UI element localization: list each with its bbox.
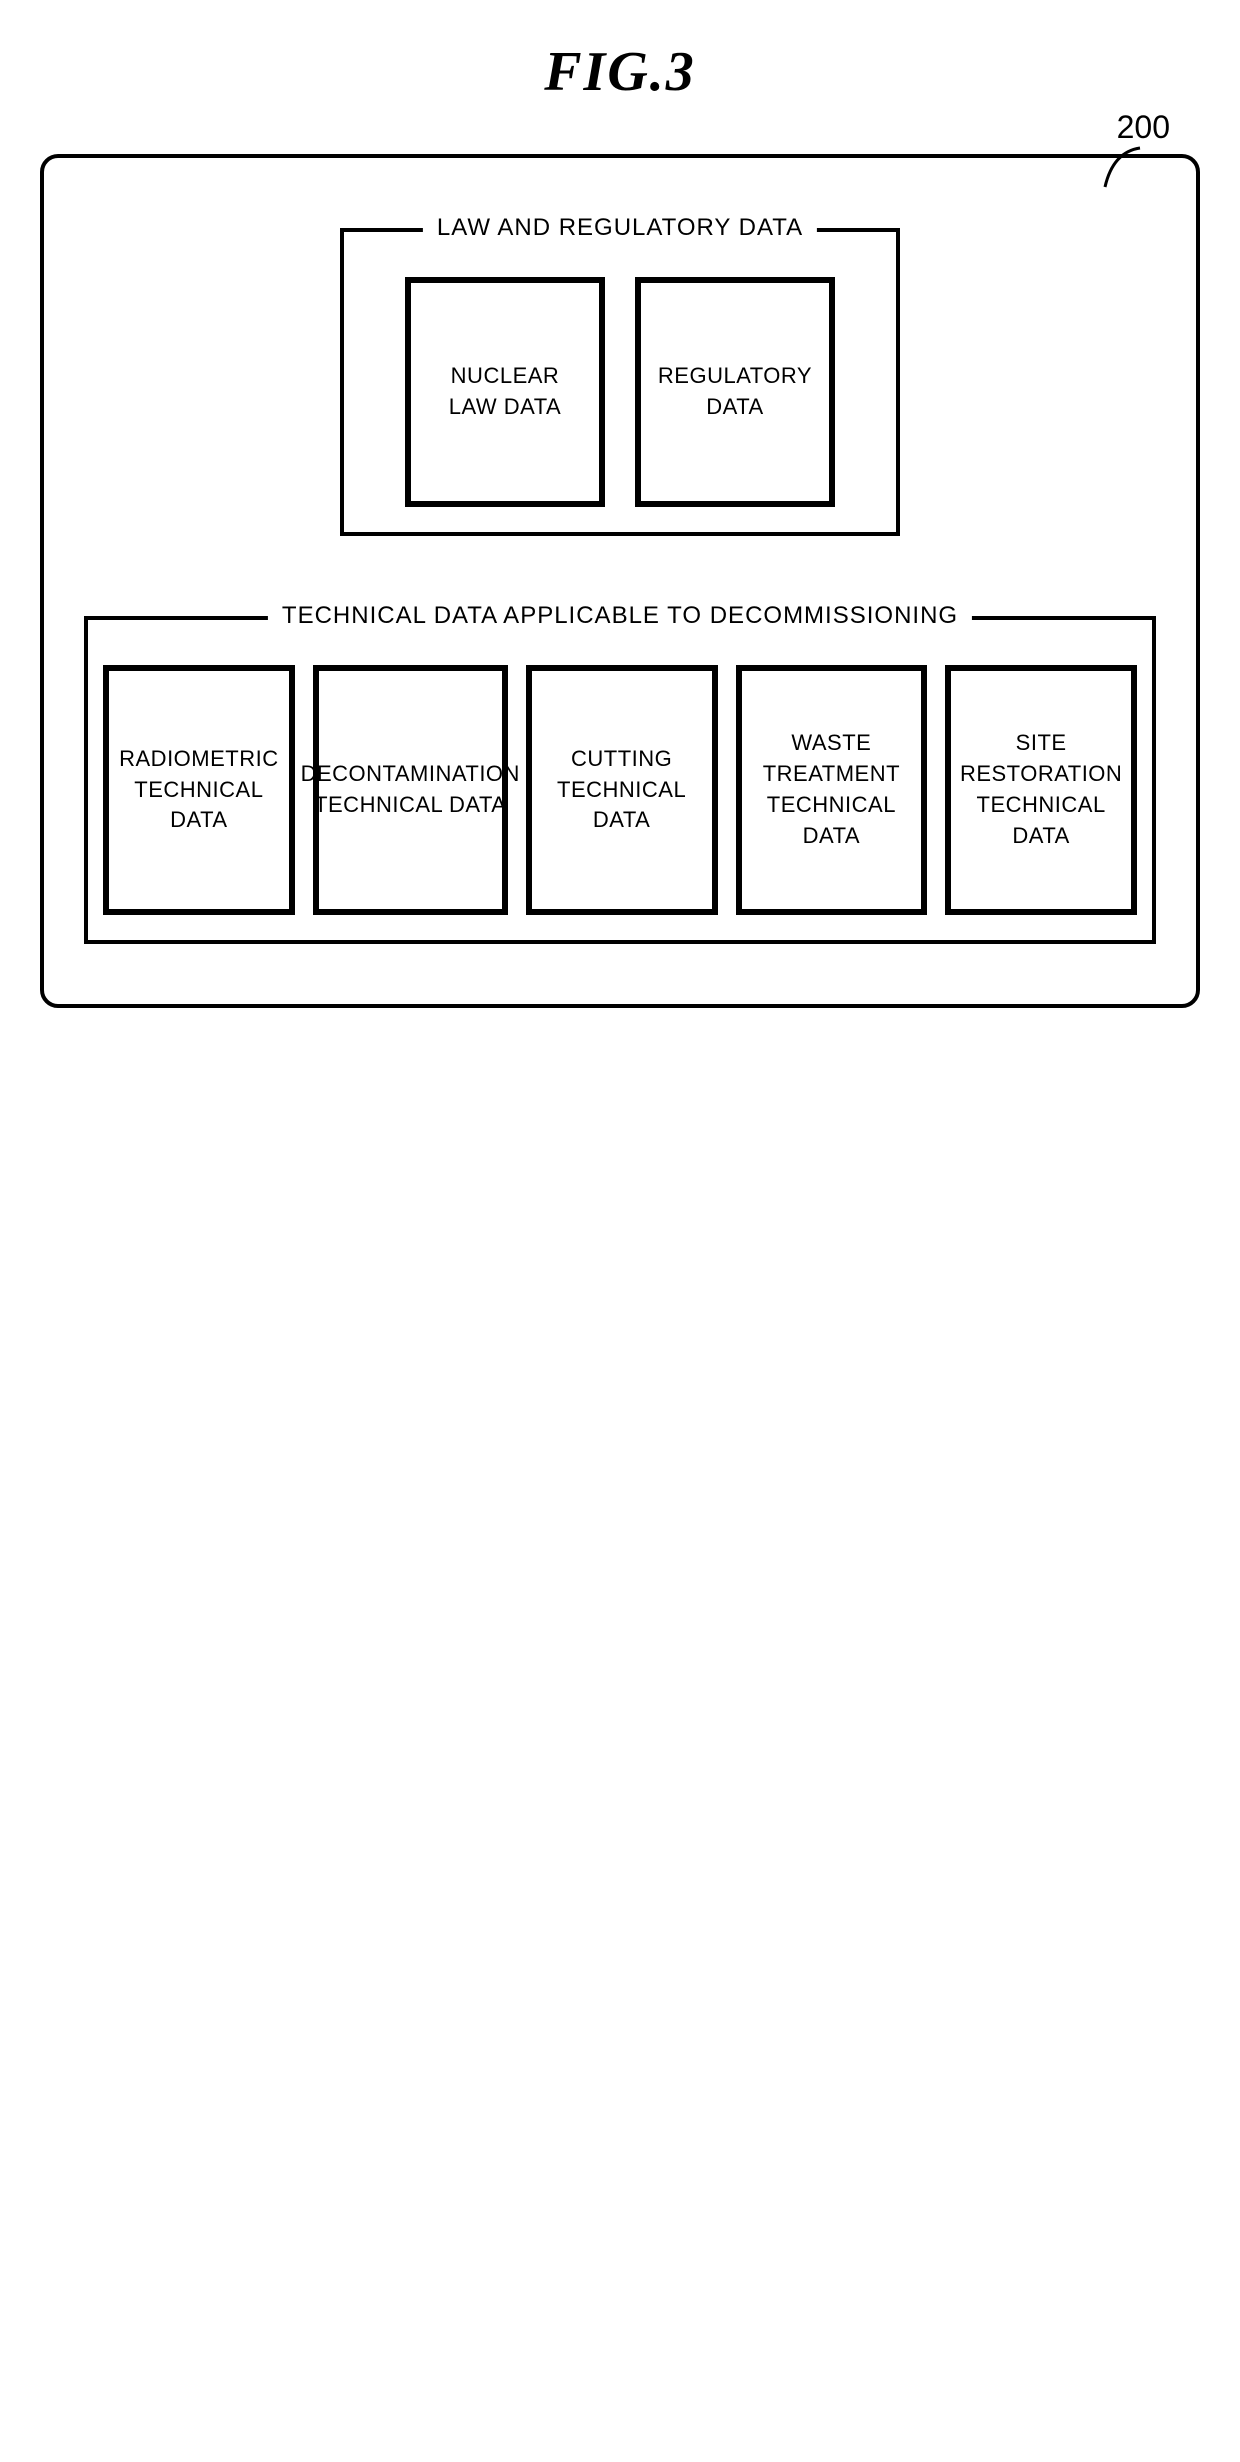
diagram-wrapper: 200 LAW AND REGULATORY DATA NUCLEAR LAW … — [40, 154, 1200, 1008]
cell-decontamination: DECONTAMINATION TECHNICAL DATA — [313, 665, 508, 915]
cell-radiometric: RADIOMETRIC TECHNICAL DATA — [103, 665, 295, 915]
cell-waste-treatment: WASTE TREATMENT TECHNICAL DATA — [736, 665, 928, 915]
outer-container: LAW AND REGULATORY DATA NUCLEAR LAW DATA… — [40, 154, 1200, 1008]
leader-line — [1095, 142, 1145, 192]
cell-nuclear-law: NUCLEAR LAW DATA — [405, 277, 605, 507]
reference-number: 200 — [1117, 109, 1170, 146]
group-legend: LAW AND REGULATORY DATA — [423, 214, 817, 242]
figure-title: FIG.3 — [40, 40, 1200, 104]
cell-regulatory: REGULATORY DATA — [635, 277, 835, 507]
group-legend: TECHNICAL DATA APPLICABLE TO DECOMMISSIO… — [268, 602, 972, 630]
law-regulatory-group: LAW AND REGULATORY DATA NUCLEAR LAW DATA… — [340, 228, 900, 536]
technical-data-group: TECHNICAL DATA APPLICABLE TO DECOMMISSIO… — [84, 616, 1156, 944]
cell-cutting: CUTTING TECHNICAL DATA — [526, 665, 718, 915]
cell-site-restoration: SITE RESTORATION TECHNICAL DATA — [945, 665, 1137, 915]
